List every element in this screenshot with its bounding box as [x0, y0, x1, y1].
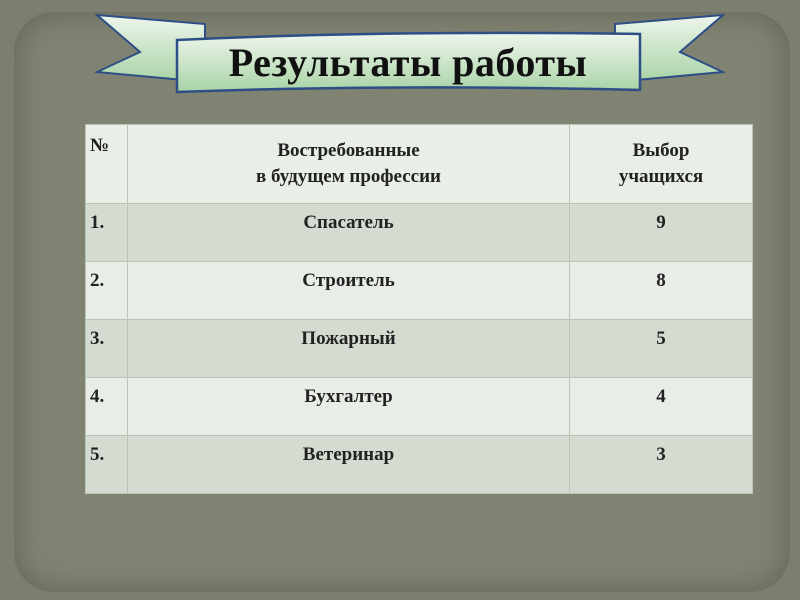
row-count: 8 — [569, 261, 753, 320]
row-number: 5. — [85, 435, 128, 494]
header-profession-line2: в будущем профессии — [256, 166, 441, 187]
table-header-row: № Востребованные в будущем профессии Выбо… — [85, 124, 753, 204]
row-count: 5 — [569, 319, 753, 378]
table-row: 4. Бухгалтер 4 — [85, 377, 753, 436]
table-row: 1. Спасатель 9 — [85, 203, 753, 262]
ribbon-right-tail — [614, 13, 725, 84]
header-number: № — [85, 124, 128, 204]
row-profession: Бухгалтер — [127, 377, 570, 436]
header-profession-line1: Востребованные — [277, 140, 420, 161]
ribbon-plaque — [175, 31, 642, 94]
ribbon-banner — [95, 13, 725, 94]
slide-title: Результаты работы — [228, 39, 588, 85]
header-choice-line1: Выбор — [632, 140, 690, 161]
table-row: 3. Пожарный 5 — [85, 319, 753, 378]
row-profession: Спасатель — [127, 203, 570, 262]
row-count: 9 — [569, 203, 753, 262]
row-number: 1. — [85, 203, 128, 262]
row-count: 4 — [569, 377, 753, 436]
table-row: 2. Строитель 8 — [85, 261, 753, 320]
row-profession: Пожарный — [127, 319, 570, 378]
header-choice-line2: учащихся — [618, 166, 704, 187]
row-number: 2. — [85, 261, 128, 320]
header-choice: Выбор учащихся — [569, 124, 753, 204]
row-count: 3 — [569, 435, 753, 494]
row-profession: Строитель — [127, 261, 570, 320]
results-table: № Востребованные в будущем профессии Выбо… — [85, 124, 753, 494]
table-row: 5. Ветеринар 3 — [85, 435, 753, 494]
row-number: 3. — [85, 319, 128, 378]
header-profession: Востребованные в будущем профессии — [127, 124, 570, 204]
row-profession: Ветеринар — [127, 435, 570, 494]
row-number: 4. — [85, 377, 128, 436]
